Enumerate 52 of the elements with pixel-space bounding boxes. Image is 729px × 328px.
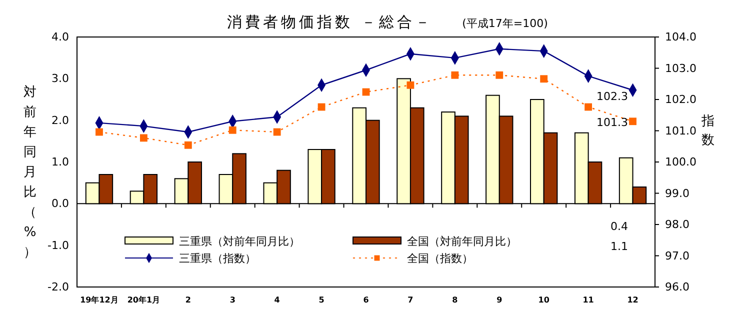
y2-tick-label: 99.0 [665, 186, 690, 200]
y2-tick-label: 97.0 [665, 249, 690, 262]
y2-tick-label: 104.0 [665, 30, 696, 44]
point [184, 141, 192, 149]
y2-tick-label: 98.0 [665, 218, 690, 232]
x-tick-label: 10 [538, 296, 550, 305]
annotation: 102.3 [596, 90, 628, 103]
point [540, 75, 548, 83]
x-tick-label: 2 [185, 296, 191, 305]
legend-label: 三重県（指数） [179, 252, 256, 265]
text: 対前年同月比（%） [24, 85, 36, 260]
y2-tick-label: 101.0 [665, 124, 696, 138]
annotation: 101.3 [596, 116, 628, 129]
y2-tick-label: 102.0 [665, 93, 696, 106]
y-tick-label: -1.0 [48, 238, 69, 252]
y-tick-label: 0.0 [52, 197, 69, 210]
chart-subtitle: (平成17年=100) [462, 17, 548, 30]
y-tick-label: 2.0 [52, 114, 69, 127]
y2-axis-title: 指数 [700, 114, 714, 148]
x-tick-label: 3 [230, 296, 236, 305]
point [96, 128, 103, 136]
x-tick-label: 19年12月 [80, 296, 118, 305]
legend-label: 三重県（対前年同月比） [179, 235, 300, 248]
y-tick-label: 3.0 [52, 72, 69, 86]
point [406, 81, 414, 89]
x-tick-label: 12 [627, 296, 638, 305]
x-tick-label: 9 [496, 296, 503, 305]
y-tick-label: 1.0 [52, 156, 69, 169]
point [273, 128, 281, 136]
y-tick-label: 4.0 [52, 30, 69, 44]
x-tick-label: 11 [582, 296, 594, 305]
point [140, 134, 148, 142]
point [228, 126, 236, 134]
chart-title: 消費者物価指数 －総合－ [227, 13, 433, 31]
point [584, 103, 592, 111]
annotation: 0.4 [610, 220, 628, 233]
x-tick-label: 7 [408, 296, 414, 305]
point [451, 71, 459, 79]
x-tick-label: 5 [318, 296, 325, 305]
y2-tick-label: 103.0 [665, 62, 696, 75]
y2-tick-label: 100.0 [665, 156, 696, 169]
point [629, 118, 636, 126]
y-tick-label: -2.0 [48, 280, 69, 294]
legend-label: 全国（指数） [407, 252, 473, 265]
x-tick-label: 8 [452, 296, 458, 305]
annotation: 1.1 [610, 240, 628, 253]
x-tick-label: 20年1月 [127, 296, 160, 305]
y2-tick-label: 96.0 [665, 280, 690, 294]
point [496, 71, 504, 79]
x-tick-label: 6 [363, 296, 370, 305]
x-tick-label: 4 [274, 296, 280, 305]
legend-label: 全国（対前年同月比） [407, 235, 517, 248]
